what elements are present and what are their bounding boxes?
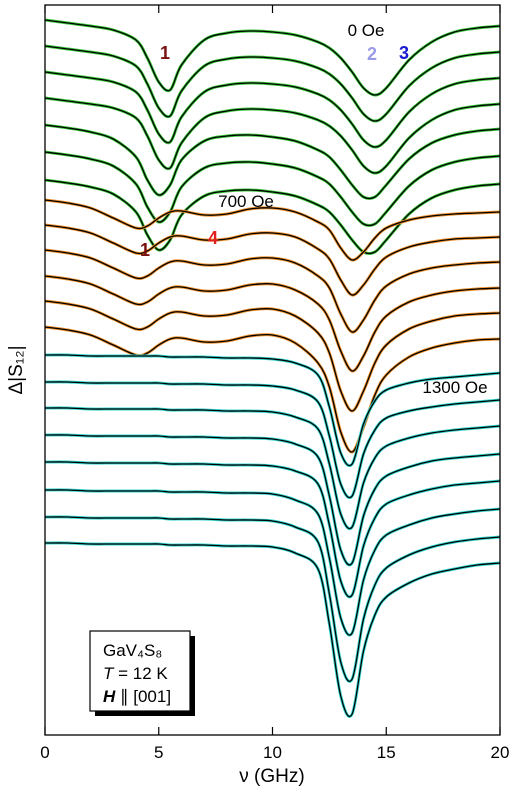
- annotation: 700 Oe: [218, 192, 274, 211]
- fit-curve: [44, 97, 501, 174]
- fit-curve: [44, 516, 501, 683]
- annotation: 0 Oe: [348, 21, 385, 40]
- fit-curve: [44, 19, 501, 96]
- y-axis-label: Δ|S₁₂|: [6, 345, 27, 394]
- fit-curve: [44, 542, 501, 718]
- info-box: [89, 630, 191, 712]
- fit-curve: [44, 300, 501, 412]
- fit-curve: [44, 434, 501, 566]
- info-segment: T: [103, 664, 115, 683]
- x-axis-label: ν (GHz): [239, 766, 304, 787]
- fit-curve: [44, 45, 501, 122]
- x-tick-label: 15: [377, 743, 396, 762]
- fit-curve: [44, 124, 501, 200]
- annotation: 4: [208, 228, 218, 248]
- x-tick-label: 10: [263, 743, 282, 762]
- fit-curve: [44, 71, 501, 148]
- fit-curve: [44, 489, 501, 636]
- fit-curve: [44, 381, 501, 499]
- fit-curve: [44, 224, 501, 296]
- fit-curve: [44, 354, 501, 467]
- fit-curve: [44, 151, 501, 227]
- info-line: GaV₄S₈: [103, 641, 162, 660]
- fit-curve: [44, 199, 501, 261]
- fit-curve: [44, 249, 501, 333]
- x-tick-label: 5: [154, 743, 163, 762]
- annotation: 1: [160, 43, 170, 63]
- curves: [44, 18, 501, 718]
- info-segment: = 12 K: [113, 664, 168, 683]
- info-line: H ∥ [001]: [103, 687, 171, 706]
- fit-curve: [44, 275, 501, 372]
- annotation: 1: [140, 240, 150, 260]
- annotation: 1300 Oe: [422, 378, 487, 397]
- x-tick-label: 0: [40, 743, 49, 762]
- info-line: T = 12 K: [103, 664, 168, 683]
- info-segment: ∥ [001]: [115, 687, 171, 706]
- fit-curve: [44, 407, 501, 530]
- x-tick-label: 20: [491, 743, 510, 762]
- annotation: 2: [367, 44, 377, 64]
- fit-curve: [44, 461, 501, 598]
- info-segment: H: [103, 687, 116, 706]
- annotation: 3: [399, 43, 409, 63]
- fit-curve: [44, 179, 501, 255]
- info-text: GaV₄S₈ T = 12 K H ∥ [001]: [103, 641, 171, 706]
- info-segment: GaV₄S₈: [103, 641, 162, 660]
